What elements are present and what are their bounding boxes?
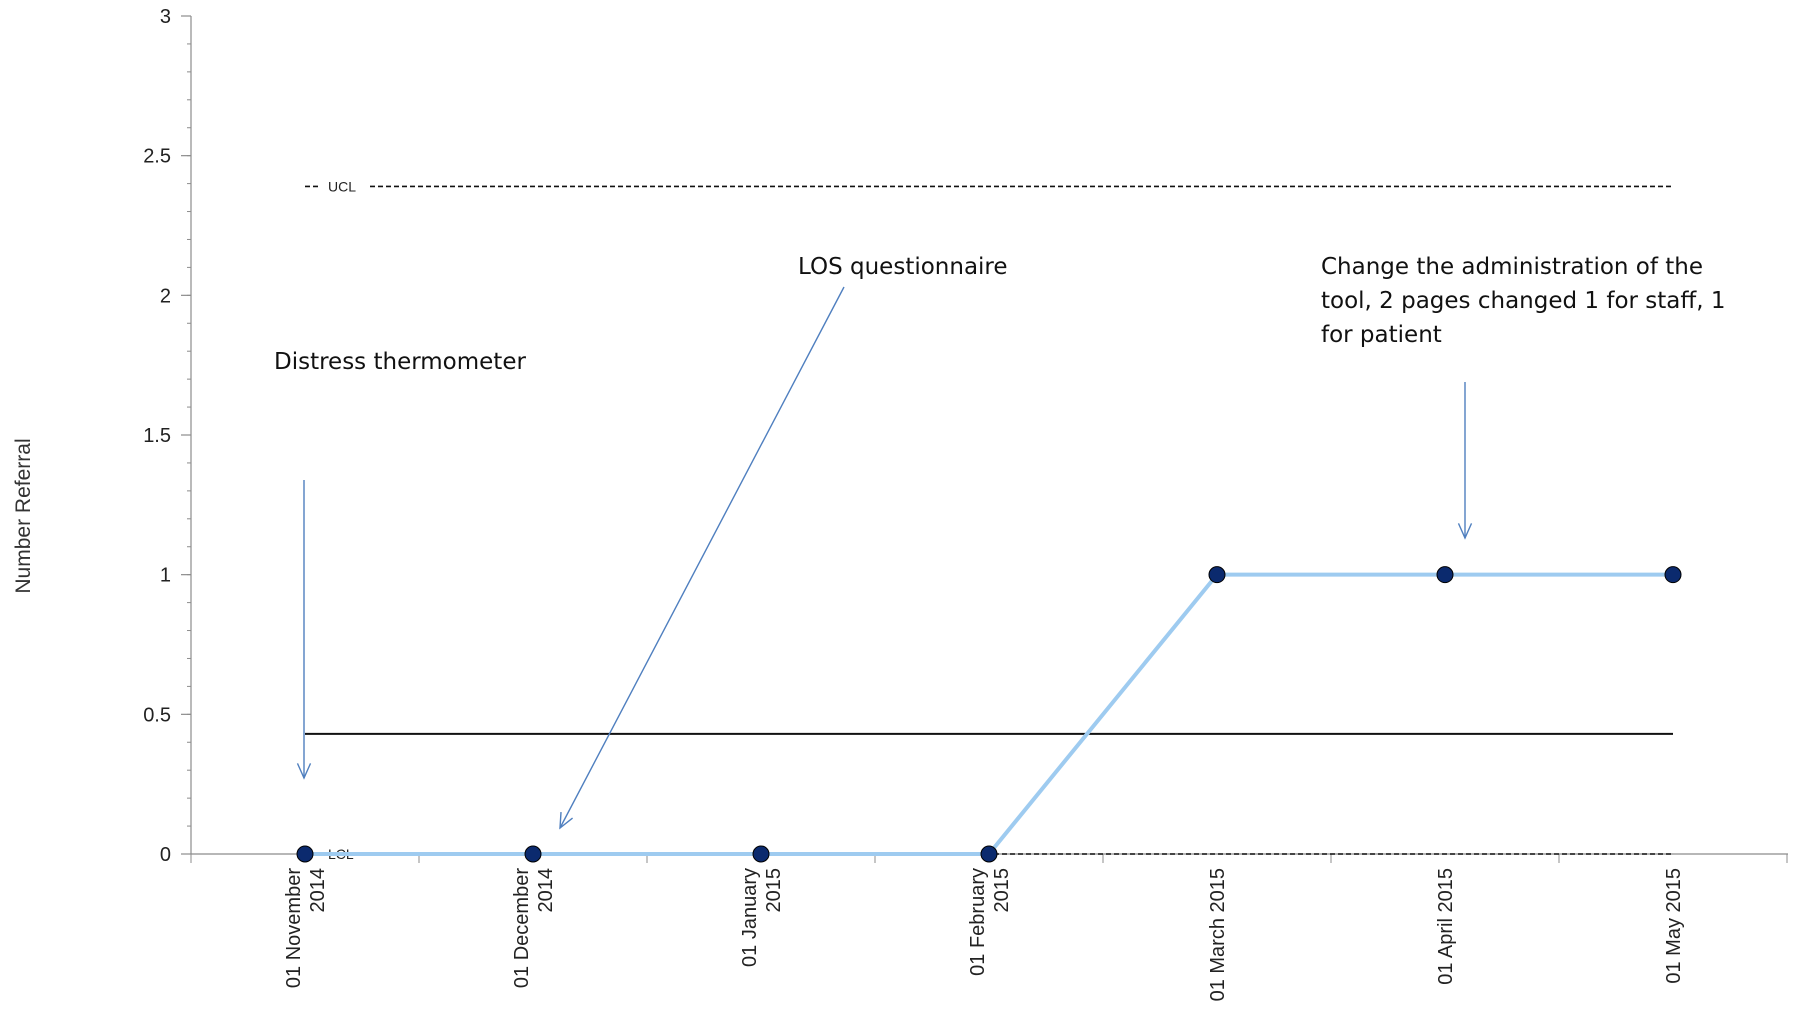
arrow-distress-thermometer-head <box>296 763 312 780</box>
data-point <box>752 845 770 863</box>
annotation-arrows <box>296 286 1473 830</box>
series-group <box>296 566 1682 863</box>
annotation-distress-thermometer: Distress thermometer <box>274 349 526 375</box>
y-axis-title: Number Referral <box>12 438 35 594</box>
arrow-los-questionnaire-head <box>559 811 574 830</box>
arrow-los-questionnaire <box>559 286 845 830</box>
x-tick-label: 01 March 2015 <box>1207 868 1229 1001</box>
y-tick-label: 1.5 <box>143 425 171 447</box>
x-tick-label: 01 November <box>283 868 305 988</box>
x-tick-label: 01 February <box>967 868 989 976</box>
x-tick-label: 01 April 2015 <box>1435 868 1457 985</box>
arrow-change-administration-head <box>1457 523 1473 540</box>
x-tick-label: 01 May 2015 <box>1663 868 1685 984</box>
y-tick-label: 2 <box>160 285 171 307</box>
data-point <box>524 845 542 863</box>
data-point <box>1436 566 1454 584</box>
x-tick-label: 2014 <box>535 868 557 913</box>
x-tick-label: 01 December <box>511 868 533 988</box>
x-tick-label: 01 January <box>739 868 761 967</box>
data-point <box>1208 566 1226 584</box>
arrow-change-administration <box>1457 382 1473 540</box>
annotation-los-questionnaire: LOS questionnaire <box>798 254 1008 280</box>
y-tick-label: 2.5 <box>143 146 171 168</box>
series-line <box>305 572 1673 856</box>
x-tick-label: 2015 <box>991 868 1013 913</box>
data-point <box>1664 566 1682 584</box>
ucl-label: UCL <box>328 178 356 194</box>
y-tick-label: 3 <box>160 6 171 28</box>
annotation-change-administration: Change the administration of the tool, 2… <box>1321 254 1726 348</box>
x-tick-label: 2014 <box>307 868 329 913</box>
arrow-distress-thermometer <box>296 480 312 780</box>
y-tick-label: 0.5 <box>143 704 171 726</box>
arrow-los-questionnaire-shaft <box>559 286 845 829</box>
y-tick-label: 0 <box>160 844 171 866</box>
y-tick-label: 1 <box>160 565 171 587</box>
x-tick-label: 2015 <box>763 868 785 913</box>
data-point <box>296 845 314 863</box>
data-point <box>980 845 998 863</box>
